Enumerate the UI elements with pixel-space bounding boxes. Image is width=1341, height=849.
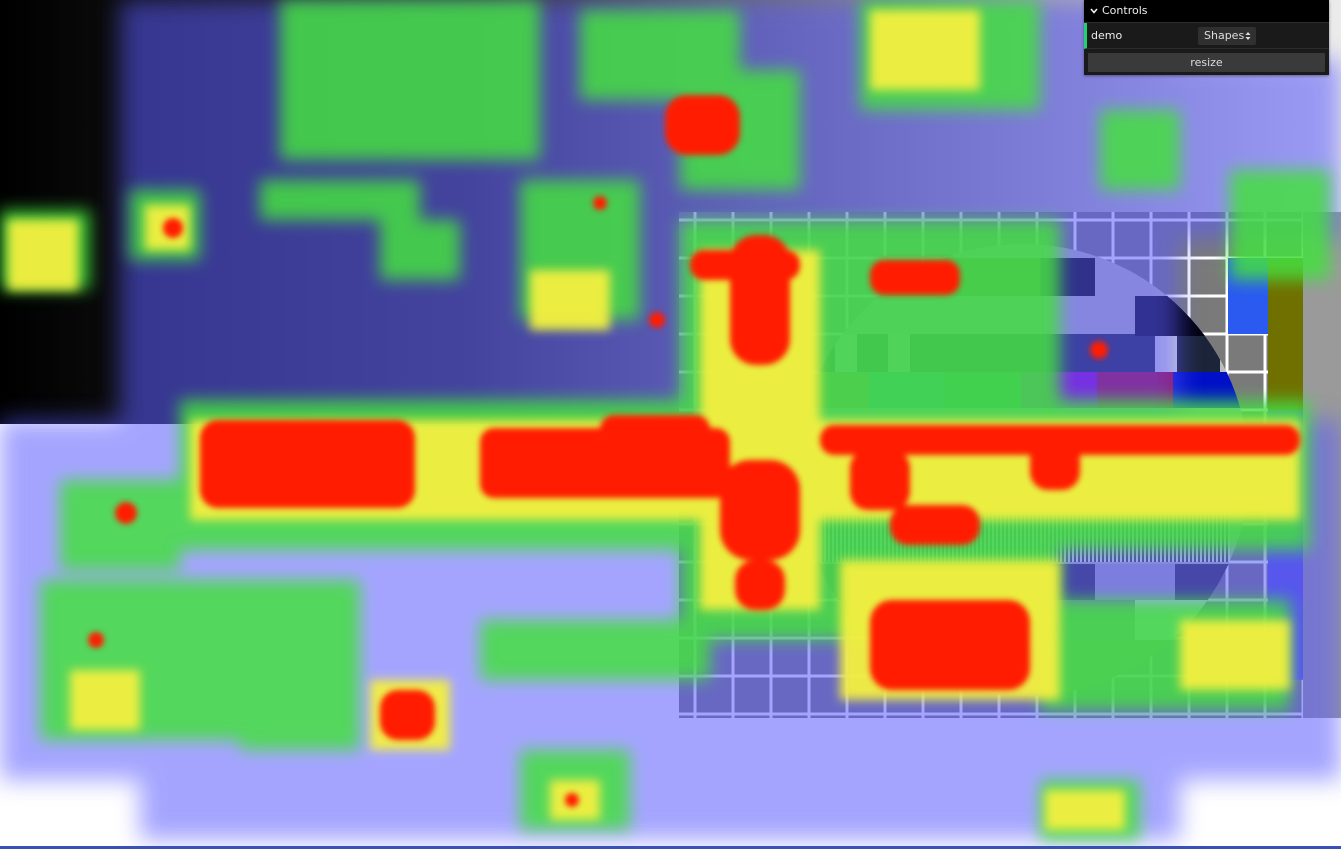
demo-row: demo Shapes	[1084, 23, 1329, 49]
chevron-down-icon[interactable]	[1090, 7, 1098, 15]
up-down-arrows-icon	[1245, 31, 1251, 40]
demo-label: demo	[1091, 29, 1123, 42]
controls-title-bar[interactable]: Controls	[1084, 0, 1329, 23]
bottom-border	[0, 846, 1341, 849]
resize-button[interactable]: resize	[1088, 52, 1325, 72]
controls-title: Controls	[1102, 4, 1148, 17]
demo-select-value: Shapes	[1204, 29, 1245, 42]
resize-row: resize	[1084, 49, 1329, 75]
demo-select[interactable]: Shapes	[1198, 26, 1256, 45]
controls-panel: Controls demo Shapes resize	[1084, 0, 1329, 75]
